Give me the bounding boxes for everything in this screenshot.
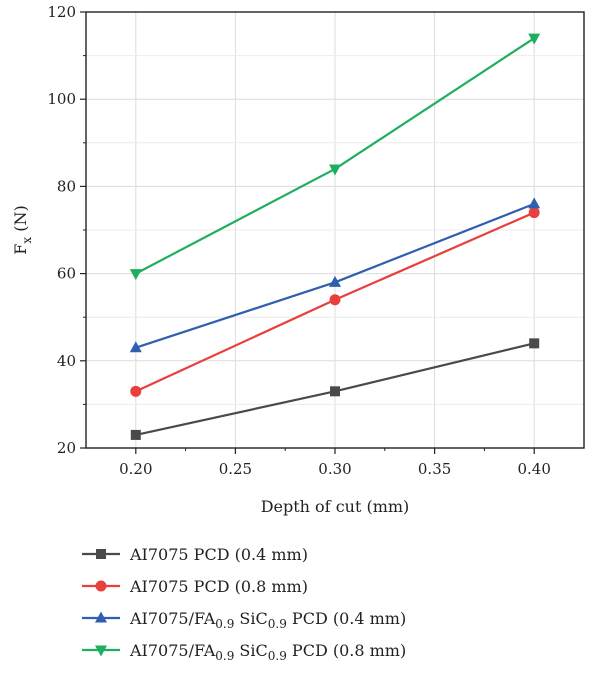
- y-axis-title: Fx (N): [11, 205, 34, 254]
- series-2: [129, 197, 541, 353]
- x-tick-label: 0.40: [517, 460, 550, 478]
- legend-label: AI7075 PCD (0.4 mm): [129, 545, 308, 564]
- data-point: [528, 197, 541, 209]
- data-point: [130, 429, 141, 440]
- legend-marker: [95, 580, 107, 592]
- legend-label: AI7075/FA0.9 SiC0.9 PCD (0.4 mm): [129, 609, 406, 631]
- legend-marker: [96, 549, 106, 559]
- series-1: [130, 207, 540, 397]
- legend-item-2: AI7075/FA0.9 SiC0.9 PCD (0.4 mm): [82, 609, 406, 631]
- axes: 0.20 0.25 0.30 0.35 0.40 20 40 60 80 100 120 Depth …: [11, 3, 585, 516]
- x-tick-label: 0.25: [219, 460, 252, 478]
- data-point: [528, 207, 540, 219]
- y-tick-label: 120: [47, 3, 76, 21]
- data-point: [329, 275, 341, 287]
- y-tick-label: 60: [57, 265, 76, 283]
- data-point: [528, 33, 541, 45]
- legend-item-0: AI7075 PCD (0.4 mm): [82, 545, 308, 564]
- x-tick-label: 0.30: [318, 460, 351, 478]
- x-axis-title: Depth of cut (mm): [261, 497, 410, 516]
- data-point: [129, 269, 142, 281]
- data-point: [329, 164, 341, 176]
- data-point: [329, 294, 341, 306]
- x-tick-label: 0.35: [418, 460, 451, 478]
- data-point: [529, 338, 540, 349]
- legend-item-1: AI7075 PCD (0.8 mm): [82, 577, 308, 596]
- legend-marker: [95, 645, 107, 657]
- data-point: [330, 386, 340, 397]
- data-point: [129, 341, 142, 353]
- legend-item-3: AI7075/FA0.9 SiC0.9 PCD (0.8 mm): [82, 641, 406, 663]
- y-tick-label: 100: [47, 90, 76, 108]
- series-0: [130, 338, 540, 440]
- legend: AI7075 PCD (0.4 mm) AI7075 PCD (0.8 mm) AI…: [82, 545, 406, 663]
- y-tick-label: 80: [57, 177, 76, 195]
- y-tick-label: 20: [57, 439, 76, 457]
- series-3: [129, 33, 541, 281]
- grid: [86, 11, 584, 449]
- x-tick-label: 0.20: [119, 460, 152, 478]
- y-tick-label: 40: [57, 352, 76, 370]
- series-layer: [129, 33, 541, 440]
- legend-marker: [95, 611, 107, 623]
- legend-label: AI7075 PCD (0.8 mm): [129, 577, 308, 596]
- data-point: [130, 385, 142, 397]
- legend-label: AI7075/FA0.9 SiC0.9 PCD (0.8 mm): [129, 641, 406, 663]
